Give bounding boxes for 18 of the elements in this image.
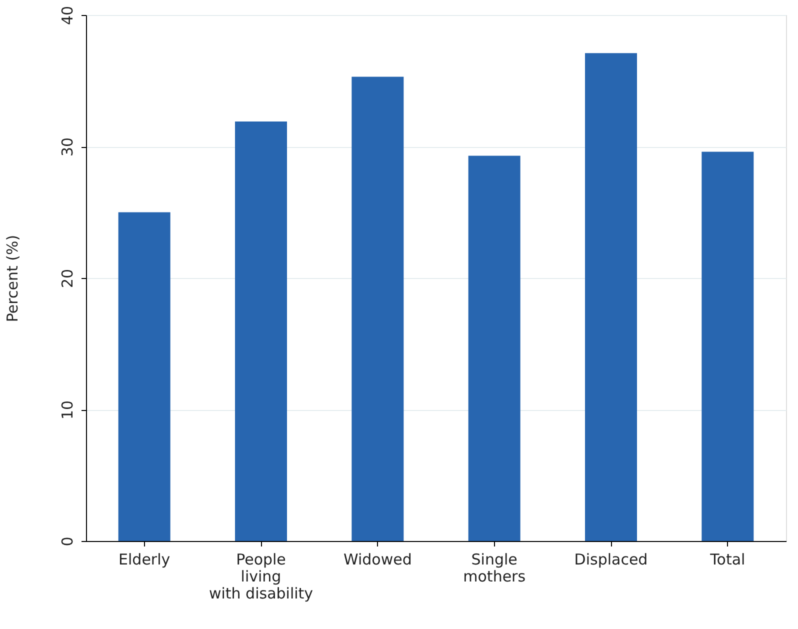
x-tick-label: Single mothers — [463, 550, 526, 586]
bar — [352, 76, 404, 541]
y-tick-label: 0 — [58, 536, 76, 546]
y-tick-label: 20 — [58, 268, 76, 288]
x-tick-label: Displaced — [574, 550, 648, 568]
bar — [702, 152, 754, 541]
bar — [118, 212, 170, 541]
bar — [468, 156, 520, 541]
bar — [585, 53, 637, 541]
x-tick-label: Total — [709, 550, 746, 568]
x-tick-label: Widowed — [343, 550, 412, 568]
y-axis-title: Percent (%) — [4, 234, 22, 322]
bar — [235, 122, 287, 541]
y-tick-label: 10 — [58, 400, 76, 420]
x-tick-label: Elderly — [118, 550, 170, 568]
x-tick-label: People living with disability — [208, 550, 314, 602]
y-tick-label: 40 — [58, 6, 76, 26]
y-tick-label: 30 — [58, 137, 76, 157]
